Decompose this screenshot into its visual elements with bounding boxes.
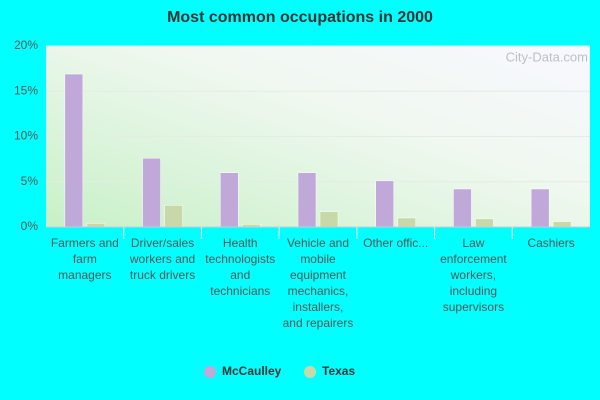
y-tick-label: 5% xyxy=(21,174,39,188)
x-tick-label: Farmers and farm managers xyxy=(50,236,119,282)
legend-label: Texas xyxy=(322,364,355,378)
x-tick-label: Cashiers xyxy=(527,236,575,250)
bar xyxy=(375,180,394,228)
legend-marker xyxy=(304,366,316,378)
bar xyxy=(297,172,317,228)
bar xyxy=(64,73,84,228)
y-tick-label: 15% xyxy=(14,83,38,97)
x-tick-label: Vehicle and mobile equipment mechanics, … xyxy=(282,236,354,330)
bar xyxy=(475,218,494,228)
y-tick-label: 20% xyxy=(14,38,38,52)
bar xyxy=(552,221,572,228)
bar xyxy=(220,172,239,228)
bar xyxy=(142,157,161,228)
bar xyxy=(397,217,416,228)
x-tick-label: Driver/sales workers and truck drivers xyxy=(129,236,196,282)
legend-marker xyxy=(204,366,216,378)
x-tick-label: Health technologists and technicians xyxy=(205,236,276,298)
bar xyxy=(164,205,183,228)
x-tick-label: Other offic... xyxy=(363,236,429,250)
bar xyxy=(453,188,472,228)
bar xyxy=(86,223,106,228)
y-tick-label: 10% xyxy=(14,129,38,143)
y-tick-label: 0% xyxy=(21,219,39,233)
bar xyxy=(530,188,550,228)
bar xyxy=(319,211,339,228)
watermark: City-Data.com xyxy=(506,49,588,64)
x-tick-label: Law enforcement workers, including super… xyxy=(440,236,507,314)
legend-label: McCaulley xyxy=(222,364,282,378)
chart-title: Most common occupations in 2000 xyxy=(167,9,433,26)
